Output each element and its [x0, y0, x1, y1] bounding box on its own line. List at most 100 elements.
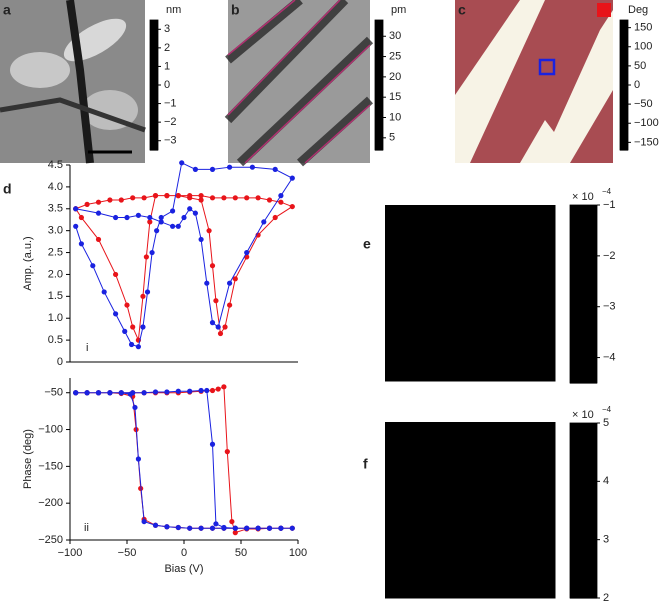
heatmap-cell [419, 474, 437, 493]
colorbar-segment [620, 56, 628, 60]
heatmap-cell [504, 240, 522, 259]
colorbar-segment [375, 137, 383, 140]
heatmap-cell [470, 275, 488, 294]
colorbar-segment [570, 225, 597, 230]
colorbar-frame [374, 19, 384, 151]
data-point [227, 280, 233, 286]
data-point [229, 518, 235, 525]
colorbar-segment [375, 28, 383, 32]
heatmap-cell [436, 545, 454, 564]
colorbar-segment [150, 145, 158, 149]
heatmap-cell [419, 527, 437, 546]
colorbar-segment [150, 54, 158, 58]
colorbar-tick-label: 2 [164, 42, 170, 54]
colorbar-segment [570, 507, 597, 512]
data-point [128, 341, 135, 348]
heatmap-cell [504, 510, 522, 529]
data-point [113, 214, 119, 221]
colorbar-segment [570, 554, 597, 558]
colorbar-segment [570, 332, 597, 337]
y-tick-label: −200 [38, 497, 63, 509]
colorbar-segment [570, 219, 597, 224]
colorbar-segment [570, 443, 597, 447]
colorbar-segment [570, 522, 597, 526]
colorbar-tick-label: 150 [634, 22, 652, 34]
colorbar-segment [570, 344, 597, 348]
subpanel-label: i [86, 342, 88, 354]
x-tick-label: 0 [181, 547, 187, 559]
data-point [130, 195, 136, 201]
data-point [244, 249, 250, 256]
colorbar-segment [570, 460, 597, 465]
colorbar-segment [570, 273, 597, 277]
colorbar-segment [620, 111, 628, 114]
colorbar-segment [375, 52, 383, 56]
heatmap-cell [453, 257, 471, 276]
heatmap-cell [436, 474, 454, 493]
colorbar-segment [150, 65, 158, 69]
heatmap-cell [487, 457, 505, 476]
x-tick-label: −50 [118, 547, 137, 559]
colorbar-tick-label: 0 [634, 79, 640, 91]
heatmap-cell [385, 328, 403, 347]
colorbar-segment [620, 30, 628, 34]
heatmap-cell [470, 474, 488, 493]
data-point [217, 330, 224, 337]
heatmap-cell [419, 439, 437, 458]
colorbar-segment [150, 37, 158, 41]
colorbar-segment [570, 296, 597, 301]
heatmap-cell [521, 328, 539, 347]
heatmap-cell [504, 492, 522, 511]
data-point [127, 391, 134, 397]
heatmap-cell [487, 310, 505, 329]
afm-image-a [0, 0, 146, 164]
heatmap-cell [402, 422, 420, 441]
colorbar-segment [150, 130, 158, 134]
colorbar-segment [150, 82, 158, 86]
heatmap-cell [436, 257, 454, 276]
colorbar-tick-label: −4 [603, 351, 616, 363]
heatmap-cell [538, 240, 556, 259]
colorbar-segment [620, 89, 628, 93]
heatmap-cell [453, 439, 471, 458]
heatmap-cell [453, 457, 471, 476]
colorbar-segment [570, 510, 597, 515]
colorbar-segment [150, 98, 158, 101]
data-point [244, 195, 250, 201]
colorbar-segment [620, 106, 628, 110]
data-point [204, 387, 210, 394]
data-point [272, 214, 278, 221]
data-point [192, 166, 198, 172]
colorbar-segment [150, 56, 158, 60]
colorbar-segment [150, 147, 158, 151]
colorbar-segment [375, 100, 383, 103]
y-tick-label: −250 [38, 534, 63, 546]
data-point [278, 525, 284, 531]
colorbar-segment [570, 294, 597, 298]
colorbar-segment [375, 37, 383, 41]
colorbar-segment [620, 63, 628, 67]
data-point [175, 524, 181, 531]
heatmap-cell [436, 363, 454, 382]
heatmap-cell [385, 205, 403, 224]
colorbar-segment [150, 26, 158, 30]
colorbar-segment [570, 320, 597, 325]
colorbar-segment [570, 577, 597, 582]
colorbar-segment [150, 91, 158, 95]
heatmap-cell [453, 293, 471, 312]
colorbar-segment [150, 63, 158, 67]
data-point [130, 324, 136, 330]
heatmap-cell [470, 457, 488, 476]
heatmap-cell [419, 363, 437, 382]
heatmap-cell [436, 492, 454, 511]
colorbar-segment [620, 37, 628, 41]
colorbar-segment [620, 113, 628, 116]
heatmap-cell [470, 363, 488, 382]
data-point [209, 320, 216, 326]
afm-image-b [224, 0, 374, 167]
heatmap-cell [453, 527, 471, 546]
heatmap-cell [538, 580, 556, 599]
colorbar-segment [150, 20, 158, 23]
data-point [124, 302, 130, 308]
colorbar-segment [375, 35, 383, 38]
